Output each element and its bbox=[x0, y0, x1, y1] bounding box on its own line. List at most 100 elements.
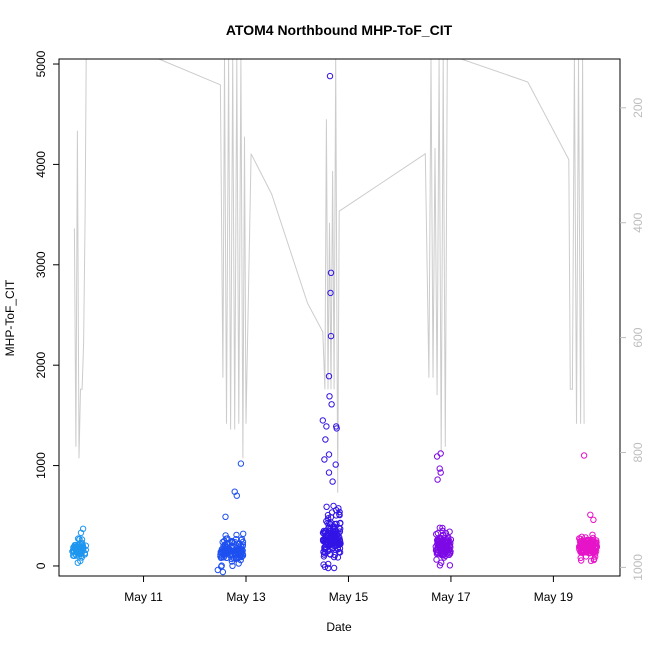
data-point bbox=[587, 549, 594, 556]
data-point bbox=[578, 557, 585, 564]
data-point bbox=[233, 492, 241, 499]
data-point bbox=[332, 536, 340, 543]
data-point bbox=[577, 543, 584, 550]
y-axis: 0 1000 2000 3000 4000 5000 bbox=[34, 50, 59, 569]
right-tick-label: 1000 bbox=[631, 554, 645, 581]
data-point bbox=[237, 460, 245, 467]
data-point bbox=[333, 520, 340, 527]
data-point bbox=[321, 528, 329, 535]
y-tick-label: 4000 bbox=[34, 151, 48, 178]
data-point bbox=[228, 537, 236, 545]
data-point bbox=[333, 512, 340, 519]
data-point bbox=[218, 562, 225, 569]
data-point bbox=[588, 543, 596, 550]
data-point bbox=[77, 540, 84, 547]
data-point bbox=[329, 478, 336, 485]
chart-title: ATOM4 Northbound MHP-ToF_CIT bbox=[226, 22, 453, 38]
data-point bbox=[323, 503, 330, 510]
data-point bbox=[436, 524, 443, 531]
data-point bbox=[582, 534, 589, 541]
data-point bbox=[584, 548, 591, 556]
right-tick-label: 800 bbox=[631, 442, 645, 462]
data-point bbox=[587, 557, 595, 565]
data-point bbox=[229, 562, 236, 569]
data-point bbox=[434, 537, 441, 544]
data-point bbox=[327, 551, 334, 558]
data-point bbox=[71, 552, 78, 559]
plot-frame bbox=[58, 58, 621, 577]
x-tick-label: May 15 bbox=[329, 590, 369, 604]
data-point bbox=[330, 564, 338, 572]
data-point bbox=[576, 535, 583, 542]
scatter-series-5 bbox=[575, 452, 600, 565]
data-point bbox=[77, 543, 84, 550]
data-point bbox=[240, 530, 247, 537]
data-point bbox=[328, 543, 335, 550]
data-point bbox=[326, 393, 333, 400]
data-point bbox=[232, 547, 240, 554]
data-point bbox=[325, 451, 333, 458]
data-point bbox=[334, 554, 342, 561]
y-tick-label: 5000 bbox=[34, 50, 48, 77]
data-point bbox=[433, 453, 441, 460]
data-point bbox=[233, 531, 240, 539]
data-point bbox=[580, 452, 588, 459]
data-point bbox=[440, 531, 447, 538]
data-point bbox=[237, 547, 245, 554]
x-tick-label: May 13 bbox=[226, 590, 266, 604]
data-point bbox=[336, 511, 343, 518]
data-point bbox=[333, 423, 340, 430]
scatter-points-layer bbox=[69, 72, 600, 576]
data-point bbox=[327, 289, 334, 297]
x-axis-label: Date bbox=[326, 620, 352, 634]
data-point bbox=[238, 535, 246, 543]
y-tick-label: 3000 bbox=[34, 251, 48, 278]
data-point bbox=[321, 456, 328, 463]
data-point bbox=[321, 545, 328, 552]
data-point bbox=[222, 513, 229, 520]
data-point bbox=[440, 551, 447, 559]
data-point bbox=[322, 436, 329, 443]
y-tick-label: 2000 bbox=[34, 352, 48, 379]
data-point bbox=[335, 505, 342, 512]
data-point bbox=[443, 544, 451, 551]
data-point bbox=[325, 373, 333, 380]
data-point bbox=[223, 554, 230, 561]
data-point bbox=[214, 566, 222, 574]
data-point bbox=[580, 548, 587, 555]
right-axis: 200 400 600 800 1000 bbox=[620, 97, 645, 581]
data-point bbox=[590, 516, 597, 523]
data-point bbox=[433, 556, 440, 563]
data-point bbox=[325, 564, 332, 572]
data-point bbox=[442, 542, 449, 549]
data-point bbox=[441, 534, 448, 541]
data-point bbox=[82, 546, 90, 554]
data-point bbox=[433, 550, 441, 557]
data-point bbox=[324, 511, 332, 519]
data-point bbox=[588, 546, 595, 553]
data-point bbox=[321, 563, 329, 571]
right-tick-label: 400 bbox=[631, 212, 645, 232]
data-point bbox=[326, 537, 334, 545]
data-point bbox=[76, 548, 84, 555]
data-point bbox=[332, 461, 339, 468]
scatter-series-4 bbox=[432, 450, 455, 569]
secondary-line-layer bbox=[73, 58, 585, 493]
data-point bbox=[233, 554, 240, 561]
data-point bbox=[334, 546, 341, 553]
data-point bbox=[325, 469, 333, 476]
scatter-series-2 bbox=[214, 460, 247, 576]
data-point bbox=[81, 551, 89, 558]
data-point bbox=[77, 529, 85, 536]
data-point bbox=[327, 332, 335, 340]
y-axis-label: MHP-ToF_CIT bbox=[3, 279, 17, 356]
data-point bbox=[330, 502, 337, 510]
right-tick-label: 200 bbox=[631, 97, 645, 117]
data-point bbox=[336, 537, 343, 545]
data-point bbox=[324, 515, 332, 522]
data-point bbox=[589, 531, 596, 538]
data-point bbox=[434, 476, 441, 483]
data-point bbox=[436, 465, 443, 472]
data-point bbox=[434, 542, 441, 549]
